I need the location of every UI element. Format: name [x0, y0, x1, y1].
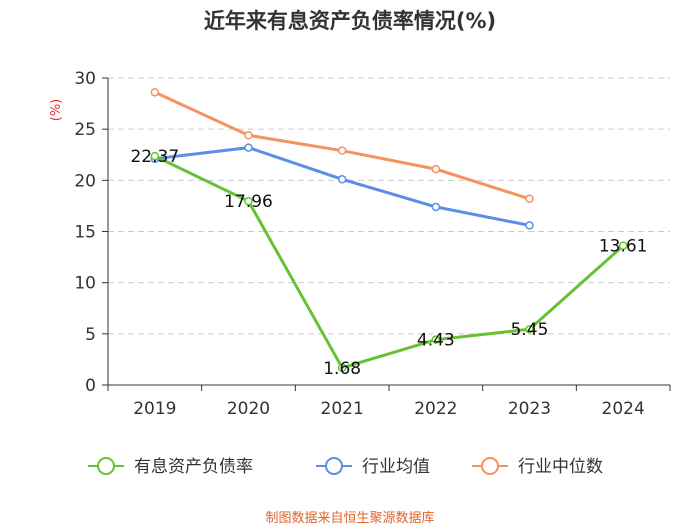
- y-tick-label-0: 0: [85, 376, 96, 396]
- chart-title: 近年来有息资产负债率情况(%): [204, 9, 496, 33]
- data-point-s0-2024: [618, 241, 628, 250]
- data-label-2020: 17.96: [224, 192, 273, 212]
- data-label-2023: 5.45: [511, 320, 549, 340]
- series-line-1: [154, 146, 530, 227]
- legend-label-1: 行业均值: [362, 457, 430, 477]
- x-tick-label-2022: 2022: [414, 399, 457, 419]
- data-point-s2-2023: [525, 194, 534, 204]
- gridlines: [108, 77, 670, 335]
- data-point-s1-2021: [337, 175, 347, 184]
- legend-marker-icon-1: [325, 457, 343, 475]
- data-label-2022: 4.43: [417, 331, 455, 351]
- legend-marker-icon-2: [481, 457, 499, 475]
- data-point-s0-2022: [431, 335, 441, 344]
- x-tick-label-2021: 2021: [321, 399, 364, 419]
- data-point-s2-2019: [150, 88, 160, 97]
- legend-label-0: 有息资产负债率: [134, 457, 253, 477]
- x-tick-label-2020: 2020: [227, 399, 270, 419]
- data-point-s0-2021: [337, 363, 347, 373]
- data-point-s1-2020: [244, 143, 253, 152]
- legend-label-2: 行业中位数: [518, 457, 603, 477]
- source-note: 制图数据来自恒生聚源数据库: [265, 510, 434, 525]
- y-tick-label-25: 25: [74, 120, 96, 140]
- data-label-2019: 22.37: [130, 147, 179, 167]
- data-point-s2-2022: [431, 164, 441, 174]
- legend[interactable]: 有息资产负债率 行业均值 行业中位数: [88, 457, 603, 477]
- data-point-s2-2020: [244, 131, 253, 140]
- data-point-s1-2022: [431, 202, 441, 212]
- data-point-s0-2023: [525, 324, 534, 334]
- data-point-s0-2020: [244, 196, 253, 206]
- y-tick-label-10: 10: [74, 274, 96, 294]
- x-tick-label-2023: 2023: [508, 399, 551, 419]
- legend-item-0[interactable]: 有息资产负债率: [88, 457, 253, 477]
- data-label-2024: 13.61: [599, 237, 648, 257]
- y-tick-label-5: 5: [85, 325, 96, 345]
- series-line-0: [154, 154, 625, 370]
- data-point-s1-2023: [525, 221, 534, 230]
- y-axis-unit-label: (%): [49, 99, 64, 122]
- y-tick-label-30: 30: [74, 69, 96, 89]
- legend-item-2[interactable]: 行业中位数: [472, 457, 603, 477]
- data-label-2021: 1.68: [323, 359, 361, 379]
- y-tick-label-20: 20: [74, 171, 96, 191]
- x-tick-label-2024: 2024: [602, 399, 645, 419]
- legend-item-1[interactable]: 行业均值: [316, 457, 430, 477]
- legend-marker-icon-0: [97, 457, 115, 475]
- data-point-s2-2021: [337, 146, 347, 155]
- series-layer: [150, 88, 628, 373]
- data-point-s0-2019: [150, 151, 160, 161]
- y-tick-label-15: 15: [74, 223, 96, 243]
- axes: 0 5 10 15 20 25 30 2019 2020 2021 2022 2023 2024: [74, 69, 671, 419]
- x-tick-label-2019: 2019: [133, 399, 176, 419]
- data-labels: 22.37 17.96 1.68 4.43 5.45 13.61: [130, 147, 647, 379]
